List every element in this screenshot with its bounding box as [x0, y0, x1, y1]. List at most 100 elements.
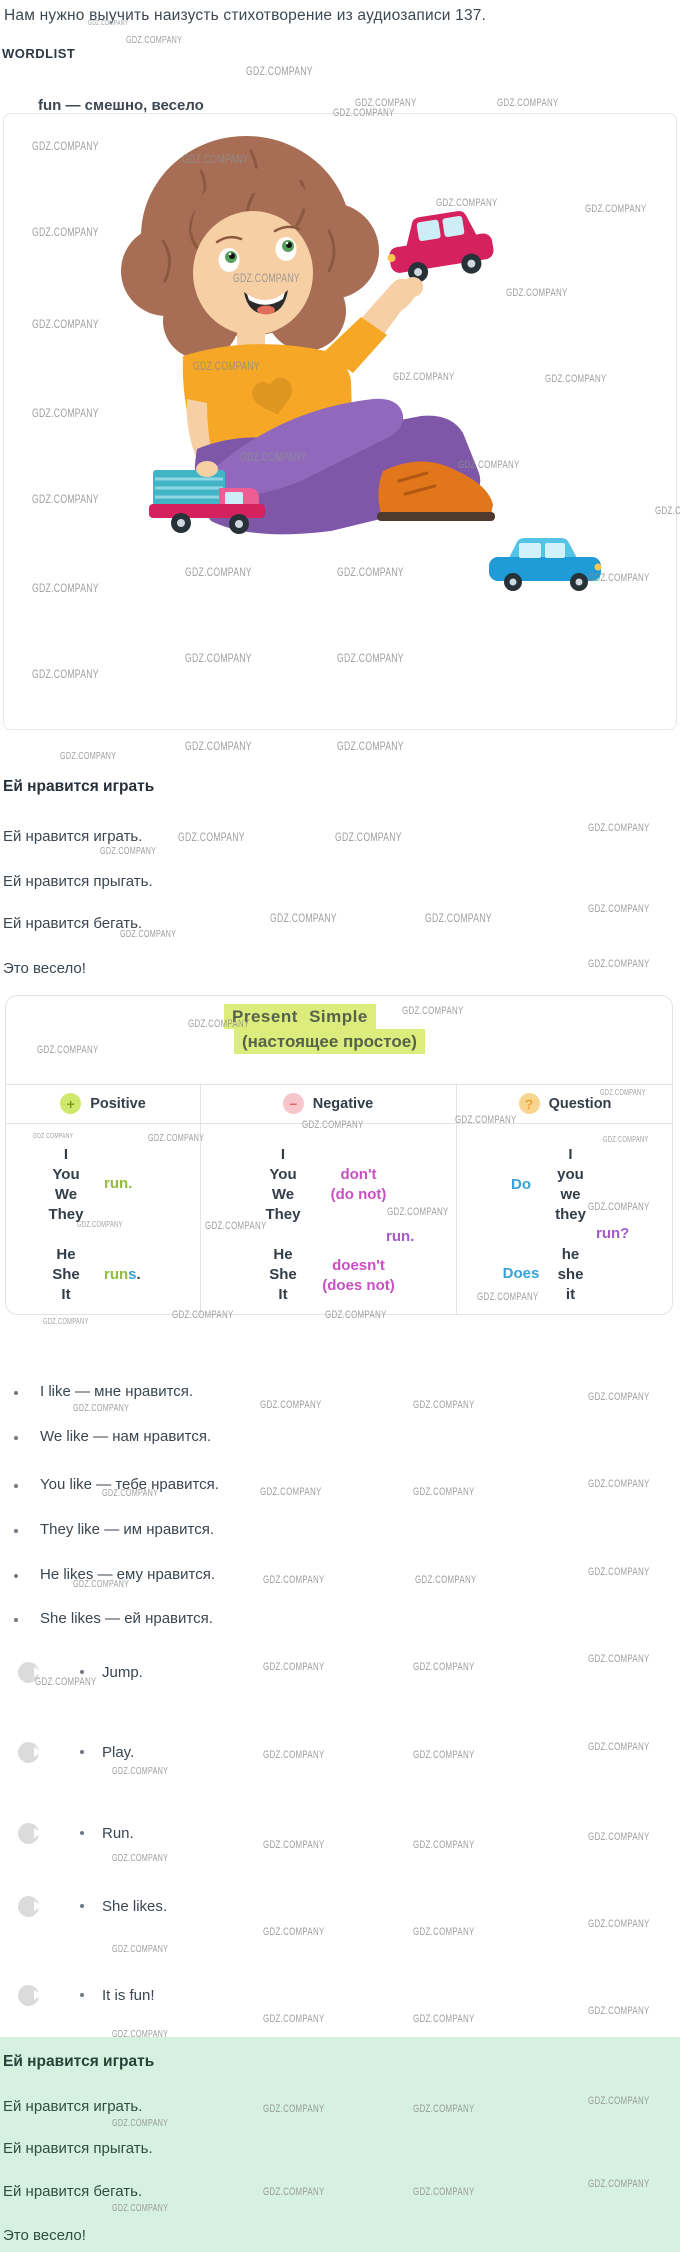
- column-header-question: ? Question: [456, 1084, 674, 1123]
- audio-item-row: She likes.: [0, 1894, 167, 1918]
- watermark: GDZ.COMPANY: [100, 846, 157, 857]
- answer-line: Ей нравится бегать.: [3, 2183, 143, 2200]
- girl: [121, 136, 495, 535]
- positive-verb-runs: runs.: [104, 1266, 141, 1283]
- vocab-item: You like — тебе нравится.: [0, 1476, 219, 1493]
- watermark: GDZ.COMPANY: [263, 1839, 325, 1851]
- girl-hand-holding-car: [403, 277, 423, 297]
- play-icon: [33, 1901, 42, 1911]
- watermark: GDZ.COMPANY: [588, 1478, 650, 1490]
- positive-pronouns-singular: He She It: [52, 1246, 80, 1303]
- watermark: GDZ.COMPANY: [588, 1741, 650, 1753]
- girl-mouth: [244, 290, 288, 315]
- question-icon: ?: [518, 1093, 540, 1114]
- blue-toy-car: [489, 538, 602, 591]
- watermark: GDZ.COMPANY: [413, 1486, 475, 1498]
- play-button[interactable]: [18, 1822, 42, 1844]
- question-pronouns-singular: he she it: [557, 1246, 584, 1303]
- bullet-dot: [14, 1618, 18, 1622]
- column-label: Positive: [90, 1095, 146, 1112]
- watermark: GDZ.COMPANY: [588, 958, 650, 970]
- negative-verb-run: run.: [386, 1228, 415, 1245]
- wordlist-heading: WORDLIST: [2, 46, 76, 61]
- play-icon: [33, 1828, 42, 1838]
- watermark: GDZ.COMPANY: [43, 1317, 89, 1326]
- bullet-dot: [80, 1831, 84, 1835]
- poem-line: Ей нравится прыгать.: [3, 873, 153, 890]
- girl-pants-upper: [211, 398, 404, 496]
- watermark: GDZ.COMPANY: [270, 911, 337, 925]
- watermark: GDZ.COMPANY: [588, 903, 650, 915]
- poem-heading: Ей нравится играть: [3, 778, 155, 795]
- table-border: [456, 1084, 457, 1315]
- audio-item-row: It is fun!: [0, 1983, 155, 2007]
- poem-line: Ей нравится бегать.: [3, 915, 143, 932]
- task-intro-text: Нам нужно выучить наизусть стихотворение…: [4, 7, 487, 24]
- positive-pronouns-plural: I You We They: [48, 1146, 84, 1223]
- girl-shoe: [377, 461, 495, 521]
- toy-truck: [149, 470, 265, 534]
- question-aux-does: Does: [502, 1265, 540, 1282]
- girl-with-toy-cars-illustration: [121, 136, 602, 591]
- girl-fringe: [191, 168, 319, 233]
- column-header-negative: − Negative: [200, 1084, 456, 1123]
- play-icon: [33, 1667, 42, 1677]
- shirt-heart: [252, 377, 292, 415]
- play-icon: [33, 1747, 42, 1757]
- bullet-dot: [14, 1529, 18, 1533]
- watermark: GDZ.COMPANY: [263, 1749, 325, 1761]
- table-title-line2: (настоящее простое): [234, 1029, 425, 1054]
- answer-heading: Ей нравится играть: [3, 2053, 155, 2070]
- watermark: GDZ.COMPANY: [335, 830, 402, 844]
- watermark: GDZ.COMPANY: [73, 1403, 130, 1414]
- play-button[interactable]: [18, 1661, 42, 1683]
- watermark: GDZ.COMPANY: [260, 1486, 322, 1498]
- play-button[interactable]: [18, 1984, 42, 2006]
- watermark: GDZ.COMPANY: [415, 1574, 477, 1586]
- poem-line: Ей нравится играть.: [3, 828, 143, 845]
- audio-item-row: Jump.: [0, 1660, 143, 1684]
- column-header-positive: + Positive: [6, 1084, 200, 1123]
- poem-line: Это весело!: [3, 960, 86, 977]
- play-button[interactable]: [18, 1895, 42, 1917]
- watermark: GDZ.COMPANY: [413, 1661, 475, 1673]
- bullet-dot: [80, 1993, 84, 1997]
- vocab-item: He likes — ему нравится.: [0, 1566, 215, 1583]
- minus-icon: −: [282, 1093, 304, 1114]
- table-title-line1: Present Simple: [224, 1004, 376, 1029]
- bullet-dot: [14, 1391, 18, 1395]
- watermark: GDZ.COMPANY: [588, 1653, 650, 1665]
- vocab-item: I like — мне нравится.: [0, 1383, 193, 1400]
- vocab-item: She likes — ей нравится.: [0, 1610, 213, 1627]
- bullet-dot: [80, 1904, 84, 1908]
- watermark: GDZ.COMPANY: [263, 1574, 325, 1586]
- table-border: [200, 1084, 201, 1315]
- watermark: GDZ.COMPANY: [588, 1831, 650, 1843]
- watermark: GDZ.COMPANY: [112, 1766, 169, 1777]
- watermark: GDZ.COMPANY: [355, 97, 417, 109]
- watermark: GDZ.COMPANY: [112, 1853, 169, 1864]
- watermark: GDZ.COMPANY: [185, 739, 252, 753]
- column-label: Question: [548, 1095, 612, 1112]
- vocab-item: We like — нам нравится.: [0, 1428, 211, 1445]
- play-button[interactable]: [18, 1741, 42, 1763]
- watermark: GDZ.COMPANY: [588, 822, 650, 834]
- watermark: GDZ.COMPANY: [588, 2005, 650, 2017]
- table-title: Present Simple (настоящее простое): [224, 1004, 425, 1054]
- watermark: GDZ.COMPANY: [263, 1661, 325, 1673]
- bullet-dot: [80, 1670, 84, 1674]
- watermark: GDZ.COMPANY: [413, 1399, 475, 1411]
- girl-right-sleeve: [323, 317, 387, 373]
- watermark: GDZ.COMPANY: [263, 1926, 325, 1938]
- watermark: GDZ.COMPANY: [425, 911, 492, 925]
- illustration-card: [3, 113, 677, 730]
- watermark: GDZ.COMPANY: [126, 35, 183, 46]
- watermark: GDZ.COMPANY: [413, 1749, 475, 1761]
- bullet-dot: [80, 1750, 84, 1754]
- girl-face: [193, 211, 313, 335]
- question-pronouns-plural: I you we they: [555, 1146, 586, 1223]
- watermark: GDZ.COMPANY: [263, 2013, 325, 2025]
- watermark: GDZ.COMPANY: [246, 64, 313, 78]
- girl-eyes: [215, 225, 301, 272]
